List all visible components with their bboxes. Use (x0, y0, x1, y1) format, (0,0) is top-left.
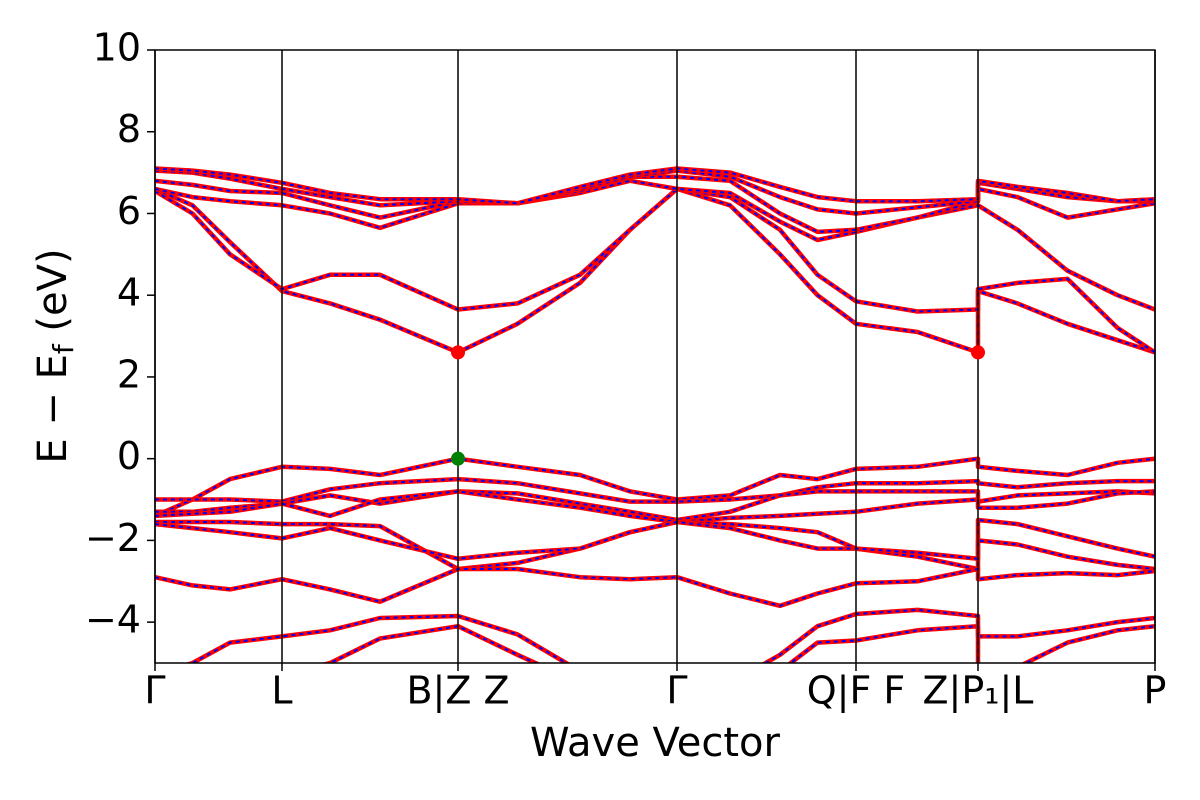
x-tick-label: Z|P₁|L (923, 669, 1034, 714)
band-dash (155, 567, 1155, 607)
band-dash (155, 490, 1155, 522)
y-tick-label: −2 (85, 516, 141, 560)
band-line (155, 186, 1155, 355)
y-tick-label: 6 (117, 189, 141, 233)
x-tick-label: Γ (666, 669, 687, 713)
bands (155, 166, 1155, 663)
vbm-marker (451, 451, 465, 466)
band-dash (155, 179, 1155, 311)
cbm-marker (451, 345, 465, 360)
band-dash (155, 520, 1155, 570)
band-dash (155, 478, 1155, 503)
y-label-part: E − E (30, 354, 76, 464)
plot-frame (154, 49, 1156, 664)
x-tick-label: Q|F F (807, 669, 906, 714)
y-tick-label: 0 (117, 434, 141, 478)
band-line (155, 186, 1155, 355)
band-dash (155, 175, 1155, 233)
band-dash (155, 457, 1155, 517)
x-tick-label: Γ (144, 669, 165, 713)
band-line (155, 566, 1155, 609)
cbm-marker (971, 345, 985, 360)
x-tick-label: L (271, 669, 292, 713)
y-tick-label: 8 (117, 107, 141, 151)
y-label-subscript: f (47, 343, 80, 354)
band-dash (155, 187, 1155, 354)
y-tick-label: 2 (117, 352, 141, 396)
x-tick-label: P (1144, 669, 1167, 713)
y-tick-label: 10 (93, 26, 141, 70)
band-dash (155, 167, 1155, 205)
band-dash (155, 187, 1155, 354)
y-axis-label: E − Ef (eV) (30, 248, 80, 463)
y-tick-label: 4 (117, 271, 141, 315)
x-axis-label: Wave Vector (530, 720, 781, 766)
y-tick-label: −4 (85, 598, 141, 642)
y-label-part: (eV) (30, 248, 76, 344)
x-tick-label: B|Z Z (406, 669, 509, 714)
band-dash (155, 518, 1155, 571)
band-line (155, 519, 1155, 572)
band-dash (189, 608, 1155, 663)
band-dash (155, 490, 1155, 524)
